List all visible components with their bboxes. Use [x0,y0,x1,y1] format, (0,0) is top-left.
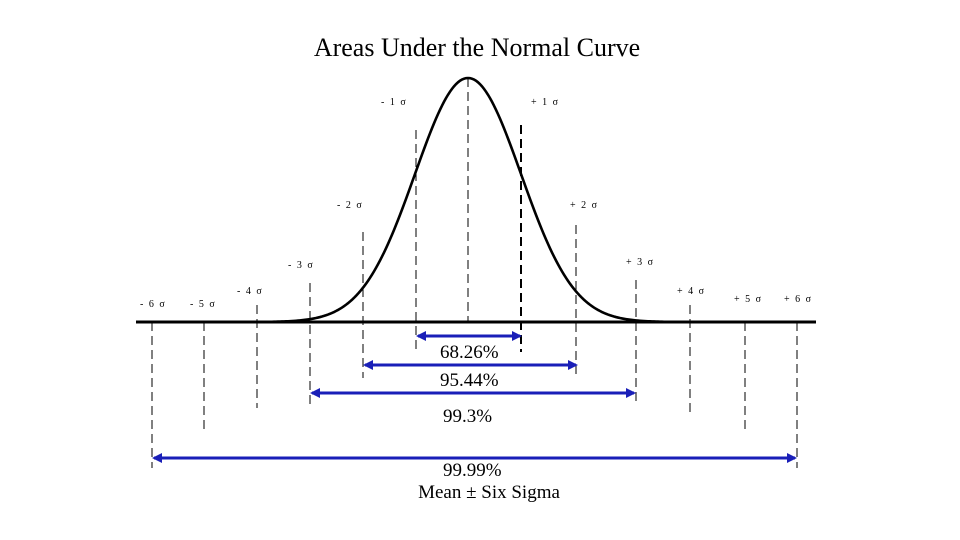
label-plus-5-sigma: + 5 σ [734,294,763,305]
label-plus-3-sigma: + 3 σ [626,257,655,268]
label-minus-2-sigma: - 2 σ [337,200,363,211]
label-plus-2-sigma: + 2 σ [570,200,599,211]
diagram-title: Areas Under the Normal Curve [314,33,640,62]
label-plus-4-sigma: + 4 σ [677,286,706,297]
percent-99-3: 99.3% [443,406,492,427]
label-plus-1-sigma: + 1 σ [531,97,560,108]
label-minus-3-sigma: - 3 σ [288,260,314,271]
label-minus-1-sigma: - 1 σ [381,97,407,108]
label-minus-4-sigma: - 4 σ [237,286,263,297]
label-minus-5-sigma: - 5 σ [190,299,216,310]
percent-95-44: 95.44% [440,370,499,391]
footer-mean-six-sigma: Mean ± Six Sigma [418,482,560,503]
percent-99-99: 99.99% [443,460,502,481]
label-minus-6-sigma: - 6 σ [140,299,166,310]
label-plus-6-sigma: + 6 σ [784,294,813,305]
percent-68-26: 68.26% [440,342,499,363]
